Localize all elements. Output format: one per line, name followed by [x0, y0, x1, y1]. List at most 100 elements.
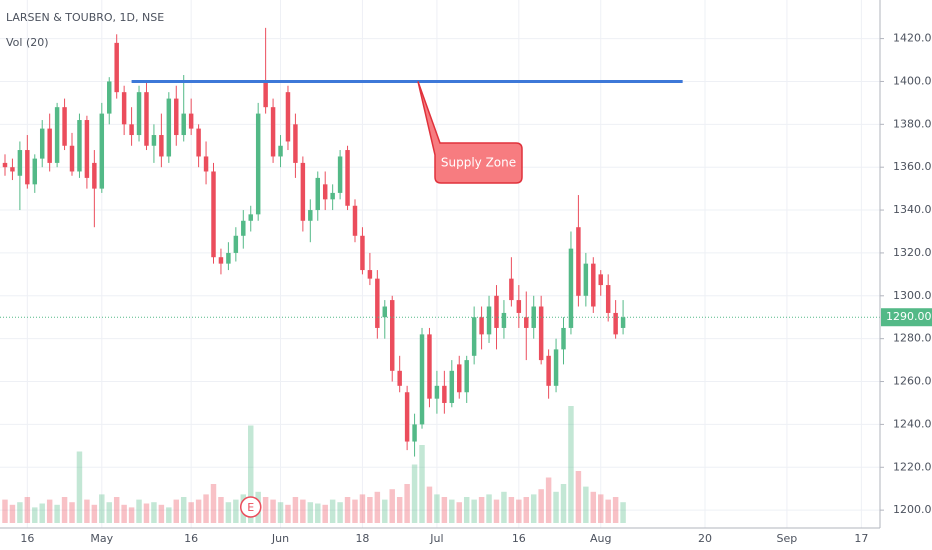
candle-body — [62, 107, 67, 146]
volume-bar — [69, 502, 75, 523]
volume-bar — [151, 502, 157, 523]
volume-bar — [329, 499, 336, 523]
volume-bar — [173, 499, 180, 523]
candle-body — [129, 124, 134, 136]
x-tick-label: 16 — [512, 532, 526, 545]
volume-bar — [315, 503, 321, 523]
overlays: Supply Zone E — [0, 79, 880, 518]
volume-bar — [24, 497, 31, 523]
candle-body — [211, 171, 216, 258]
candle-body — [144, 92, 149, 146]
candle-body — [561, 327, 566, 350]
candle-body — [166, 98, 172, 157]
volume-bar — [598, 494, 604, 523]
volume-bar — [2, 499, 8, 523]
volume-bar — [493, 499, 500, 523]
volume-bar — [434, 494, 440, 523]
candle-body — [270, 107, 276, 157]
volume-bar — [612, 497, 619, 523]
candle-body — [32, 158, 38, 185]
volume-bar — [262, 497, 269, 523]
volume-bar — [419, 445, 425, 523]
candle-body — [375, 278, 380, 328]
volume-bar — [396, 497, 403, 523]
volume-bar — [352, 499, 358, 523]
candle-body — [591, 263, 596, 307]
volume-bar — [143, 503, 150, 523]
candle-body — [464, 360, 469, 393]
last-price-box — [881, 308, 932, 327]
candle-body — [47, 128, 52, 163]
volume-bar — [91, 504, 98, 523]
candle-body — [568, 248, 574, 328]
volume — [2, 406, 626, 523]
volume-bar — [233, 499, 239, 523]
candle-body — [92, 162, 97, 189]
volume-bar — [218, 497, 224, 523]
candle-body — [509, 278, 514, 301]
candle-body — [107, 81, 112, 114]
volume-label: Vol (20) — [6, 36, 49, 49]
candle-body — [278, 145, 283, 157]
volume-bar — [441, 497, 448, 523]
candle-body — [263, 81, 268, 108]
candle-body — [241, 220, 246, 236]
x-tick-label: Jul — [429, 532, 443, 545]
volume-bar — [248, 425, 254, 523]
candle-body — [583, 263, 589, 296]
y-tick-label: 1280.00 — [893, 332, 932, 345]
volume-bar — [426, 486, 433, 523]
volume-bar — [404, 484, 410, 523]
candle-body — [516, 300, 522, 313]
candle-body — [84, 120, 90, 178]
x-tick-label: Sep — [777, 532, 798, 545]
candle-body — [308, 210, 313, 221]
volume-bar — [344, 497, 351, 523]
x-tick-label: Aug — [590, 532, 611, 545]
y-tick-label: 1400.00 — [893, 74, 932, 87]
candle-body — [605, 285, 611, 313]
volume-bar — [486, 494, 492, 523]
candle-body — [17, 150, 23, 176]
y-tick-label: 1340.00 — [893, 203, 932, 216]
volume-bar — [166, 507, 172, 523]
volume-bar — [84, 499, 90, 523]
candle-body — [218, 257, 224, 264]
y-tick-label: 1360.00 — [893, 160, 932, 173]
candle-body — [501, 312, 507, 328]
y-tick-label: 1420.00 — [893, 32, 932, 45]
candle-body — [315, 177, 320, 211]
candle-body — [457, 364, 462, 393]
candle-body — [389, 300, 395, 371]
candle-body — [576, 227, 581, 296]
volume-bar — [575, 471, 582, 523]
candle-body — [613, 312, 618, 335]
candle-body — [345, 150, 350, 206]
candle-body — [382, 306, 388, 318]
candle-body — [367, 270, 373, 279]
volume-bar — [210, 484, 217, 523]
volume-bar — [270, 499, 276, 523]
candle-body — [352, 205, 358, 236]
volume-bar — [203, 494, 209, 523]
candle-body — [203, 156, 209, 172]
candle-body — [196, 128, 201, 157]
y-tick-label: 1320.00 — [893, 246, 932, 259]
x-tick-label: 16 — [20, 532, 34, 545]
candle-body — [553, 349, 559, 386]
candle-body — [330, 192, 335, 200]
candle-body — [524, 317, 529, 328]
volume-bar — [337, 502, 343, 523]
volume-bar — [620, 502, 626, 523]
x-tick-label: Jun — [271, 532, 289, 545]
volume-bar — [136, 499, 142, 523]
volume-bar — [300, 499, 306, 523]
volume-bar — [367, 497, 373, 523]
volume-bar — [568, 406, 574, 523]
x-tick-label: 20 — [698, 532, 712, 545]
candle-body — [114, 42, 119, 93]
axes: 1200.00 1220.00 1240.00 1260.00 1280.00 1300.… — [20, 32, 932, 545]
candle-body — [419, 334, 425, 425]
y-tick-label: 1200.00 — [893, 503, 932, 516]
candle-body — [322, 184, 328, 200]
